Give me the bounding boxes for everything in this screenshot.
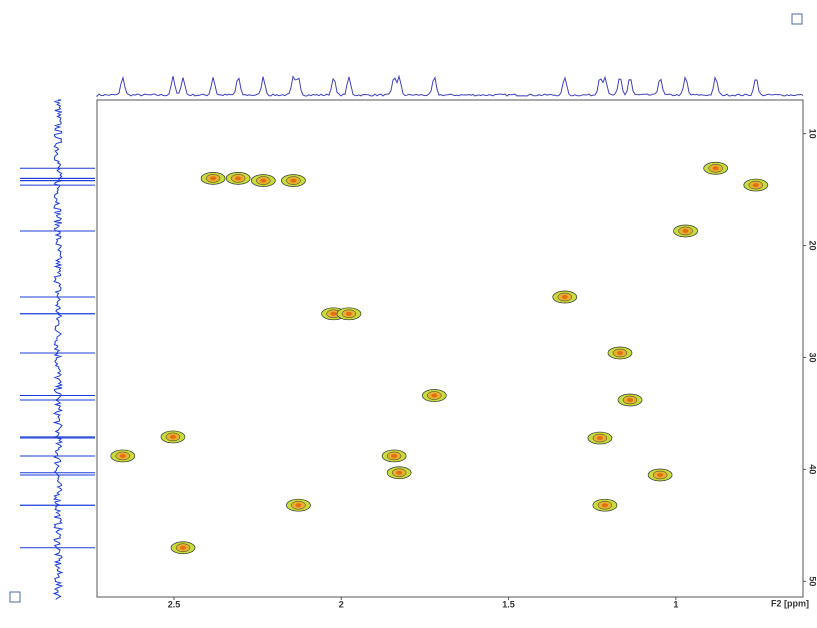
contour-core: [712, 166, 719, 171]
cross-peak: [200, 172, 226, 185]
contour-core: [627, 397, 634, 402]
contour-core: [396, 470, 403, 475]
contour-core: [179, 545, 186, 550]
cross-peak: [617, 393, 643, 407]
contour-core: [119, 453, 126, 458]
cross-peak: [647, 468, 673, 482]
corner-box[interactable]: [791, 13, 803, 25]
contour-core: [682, 228, 689, 233]
contour-core: [260, 178, 267, 183]
x-tick-label: 1: [673, 599, 678, 609]
cross-peak: [250, 174, 276, 187]
plot-frame: [96, 99, 804, 598]
cross-peak: [607, 346, 633, 360]
f1-projection: [52, 99, 64, 600]
contour-core: [330, 311, 337, 316]
y-tick-label: 20: [808, 241, 817, 251]
cross-peak: [160, 430, 186, 444]
cross-peak: [552, 290, 578, 304]
contour-core: [601, 503, 608, 508]
contour-core: [235, 176, 242, 181]
y-tick-label: 40: [808, 464, 817, 474]
cross-peak: [281, 174, 306, 187]
cross-peak: [703, 161, 729, 175]
cross-peak: [743, 178, 769, 192]
contour-core: [561, 295, 568, 300]
cross-peak: [673, 224, 698, 238]
contour-core: [210, 176, 217, 181]
contour-core: [752, 183, 759, 188]
x-tick-label: 1.5: [502, 599, 515, 609]
contour-core: [596, 436, 603, 441]
x-tick-label: 2: [339, 599, 344, 609]
y-tick-label: 50: [808, 576, 817, 586]
contour-core: [169, 434, 176, 439]
cross-peak: [336, 307, 362, 321]
y-tick-label: 30: [808, 352, 817, 362]
x-tick-label: 2.5: [168, 599, 181, 609]
cross-peak: [381, 449, 407, 463]
cross-peak: [386, 466, 412, 480]
cross-peak: [225, 172, 251, 185]
contour-core: [290, 178, 297, 183]
cross-peak: [592, 498, 618, 512]
cross-peak: [587, 431, 613, 445]
y-tick-label: 10: [808, 129, 817, 139]
cross-peak: [421, 389, 447, 402]
contour-core: [295, 503, 302, 508]
contour-core: [431, 393, 438, 398]
cross-peak: [170, 541, 196, 555]
cross-peak: [286, 498, 311, 512]
contour-core: [616, 350, 623, 355]
contour-core: [391, 453, 398, 458]
cross-peak: [110, 449, 136, 463]
contour-core: [345, 311, 352, 316]
x-axis-label: F2 [ppm]: [771, 598, 809, 608]
f2-projection: [96, 74, 804, 97]
corner-box[interactable]: [9, 591, 21, 603]
contour-core: [657, 472, 664, 477]
